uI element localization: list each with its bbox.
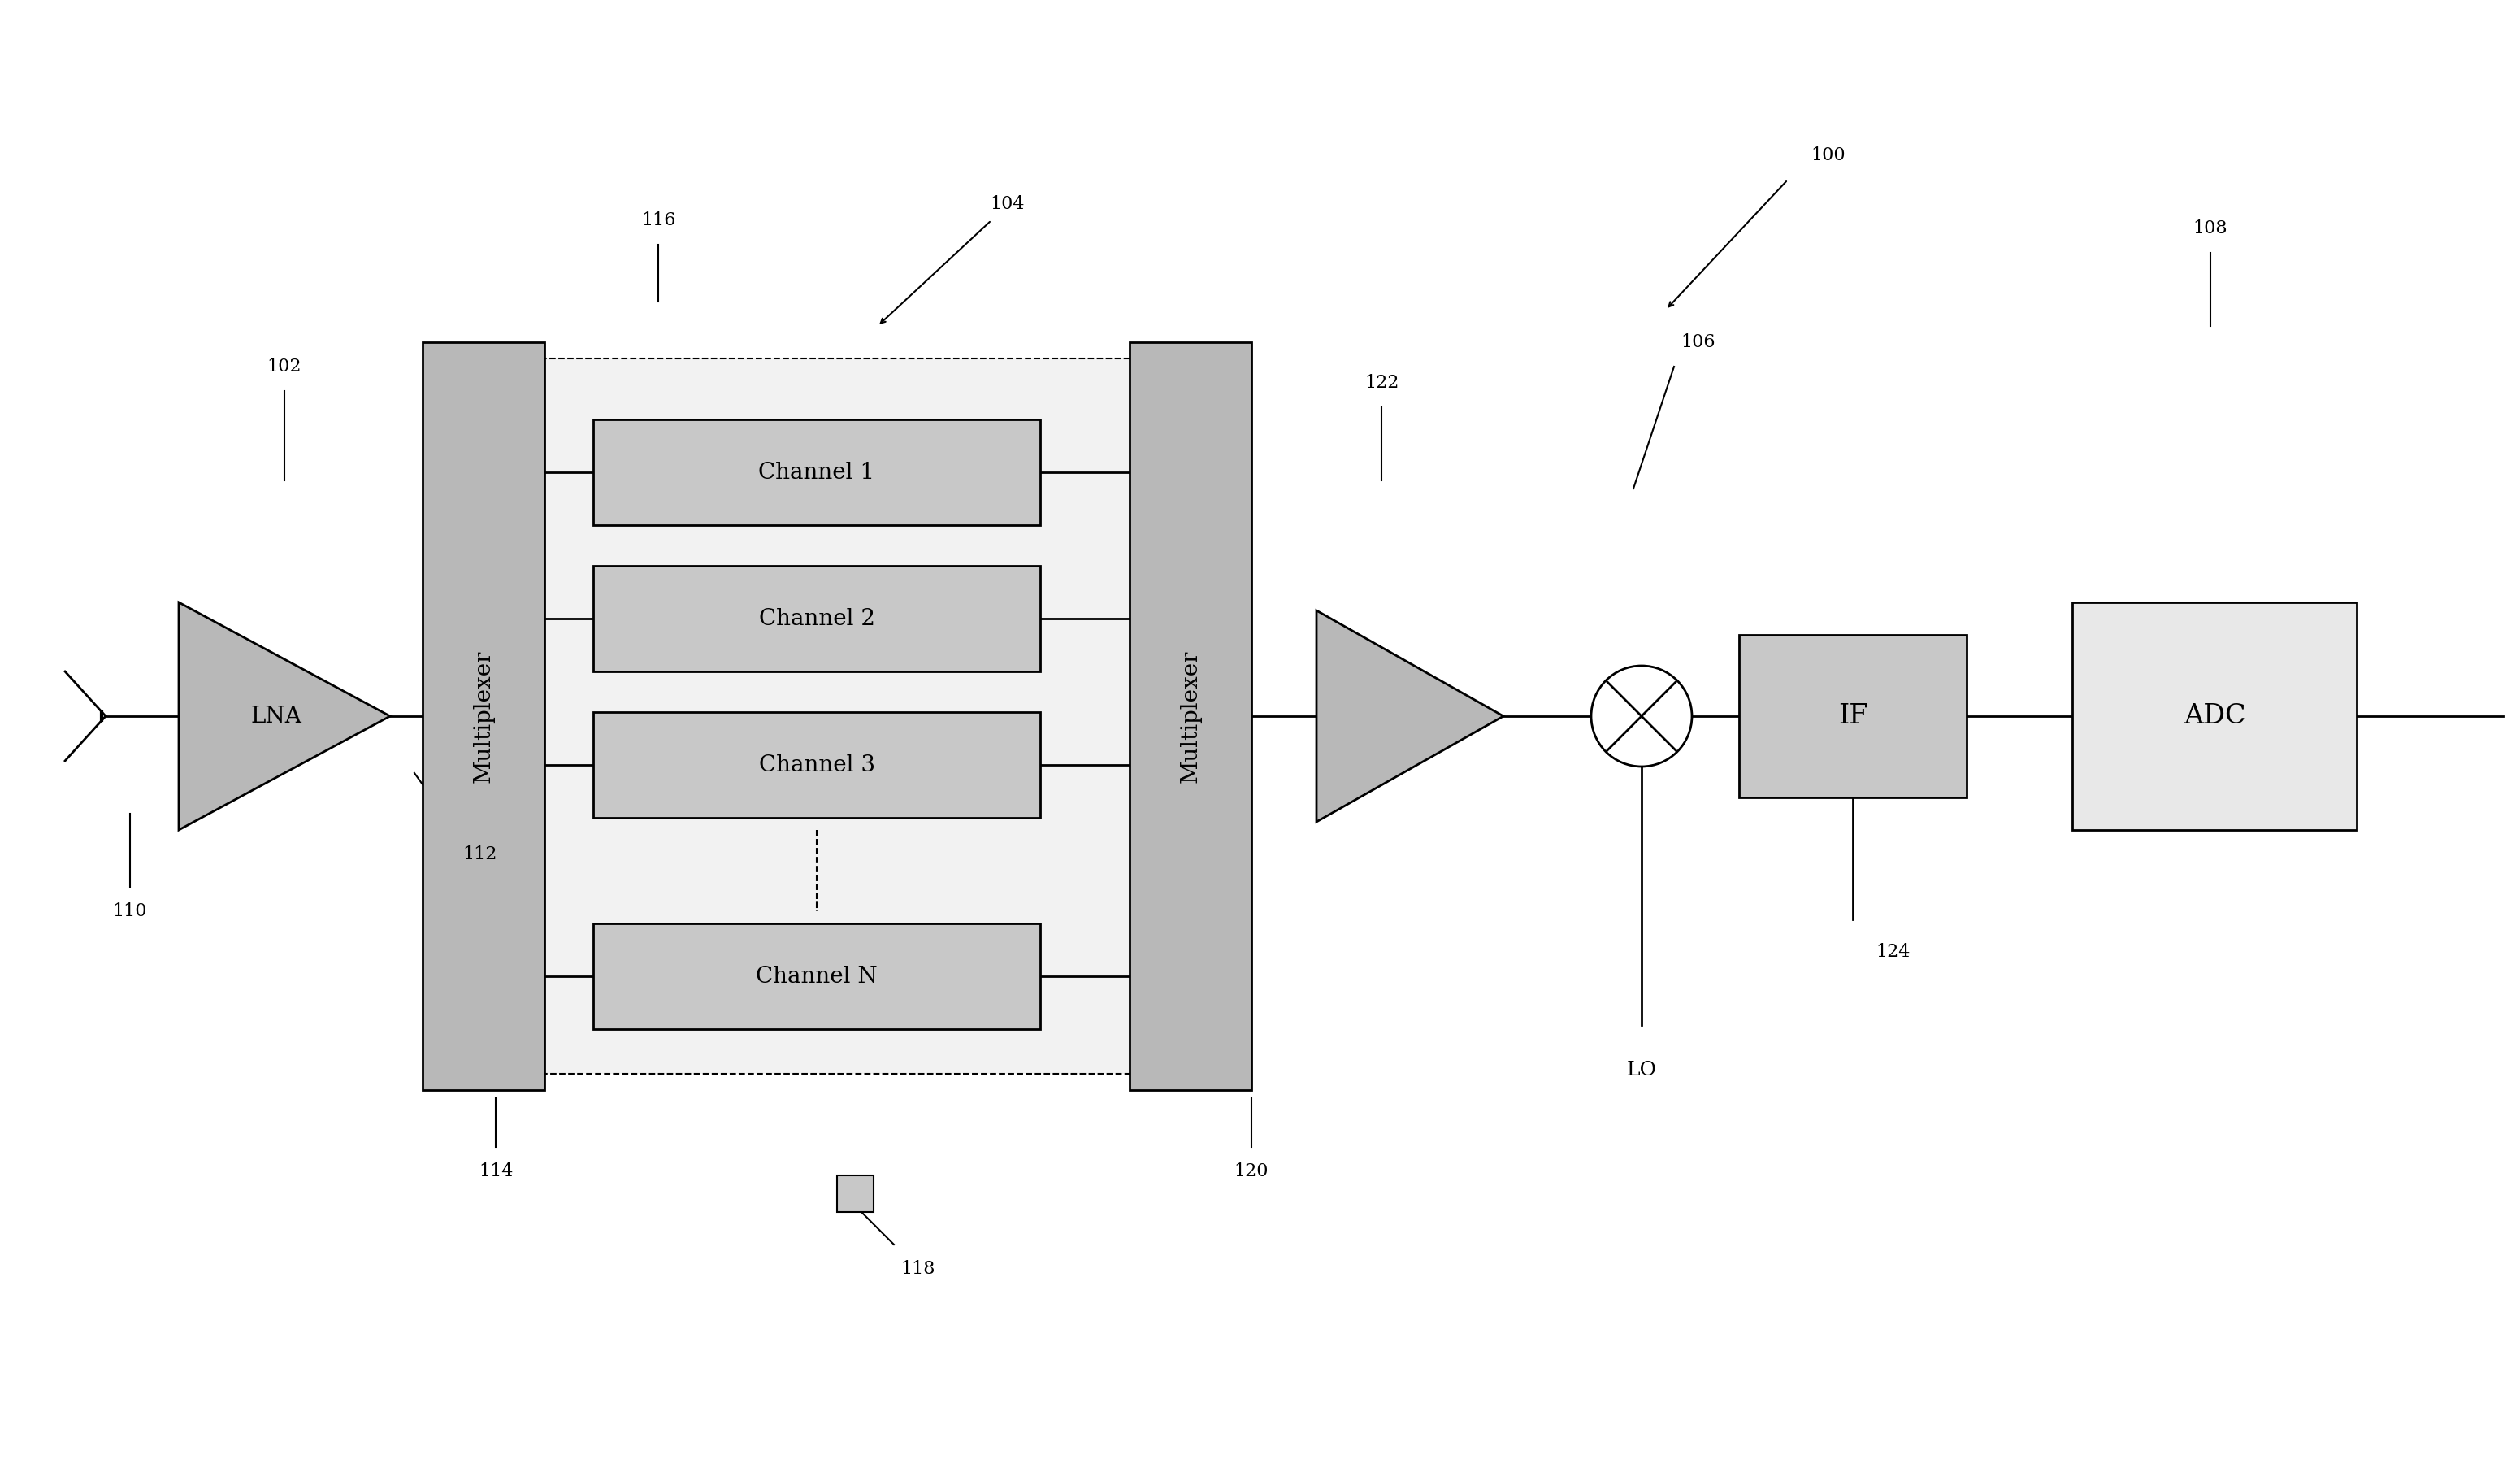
Bar <box>532 359 1182 1073</box>
Bar <box>1129 343 1252 1091</box>
Text: LNA: LNA <box>252 706 302 728</box>
Text: Channel 1: Channel 1 <box>759 461 874 483</box>
Text: Channel 3: Channel 3 <box>759 754 874 776</box>
Text: 124: 124 <box>1877 943 1910 960</box>
Text: 108: 108 <box>2192 220 2228 237</box>
Bar <box>592 420 1041 526</box>
Text: IF: IF <box>1837 703 1867 729</box>
Bar <box>837 1176 874 1212</box>
Text: 112: 112 <box>461 845 496 864</box>
Circle shape <box>1590 666 1691 767</box>
Bar <box>592 565 1041 672</box>
Text: LO: LO <box>1625 1060 1656 1079</box>
Bar <box>1739 635 1966 798</box>
Bar <box>592 924 1041 1029</box>
Text: 122: 122 <box>1363 373 1399 392</box>
Text: 106: 106 <box>1681 334 1716 351</box>
Text: Channel N: Channel N <box>756 965 877 987</box>
Text: 102: 102 <box>267 357 302 376</box>
Text: 104: 104 <box>990 195 1026 212</box>
Text: 116: 116 <box>640 211 675 230</box>
Text: ADC: ADC <box>2182 703 2245 729</box>
Polygon shape <box>1315 610 1504 821</box>
Text: 120: 120 <box>1235 1162 1268 1180</box>
Bar <box>2071 602 2356 830</box>
Text: 100: 100 <box>1812 146 1845 164</box>
Text: 118: 118 <box>902 1261 935 1278</box>
Bar <box>423 343 544 1091</box>
Text: Multiplexer: Multiplexer <box>1179 650 1202 783</box>
Text: Multiplexer: Multiplexer <box>474 650 494 783</box>
Bar <box>592 712 1041 818</box>
Text: 110: 110 <box>113 902 146 921</box>
Polygon shape <box>179 602 391 830</box>
Text: Channel 2: Channel 2 <box>759 608 874 630</box>
Text: 114: 114 <box>479 1162 514 1180</box>
